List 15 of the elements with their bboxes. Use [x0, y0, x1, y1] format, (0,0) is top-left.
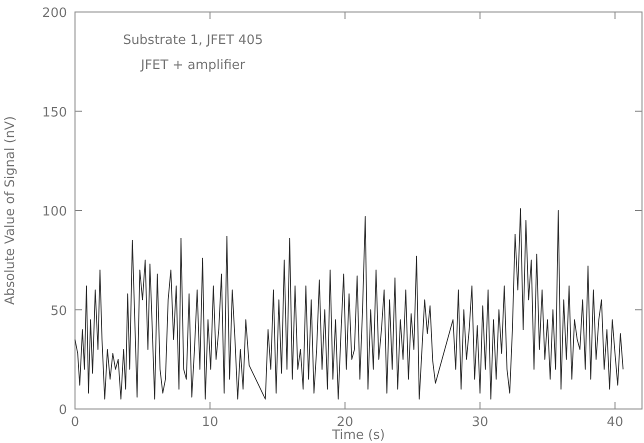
- x-tick-label: 10: [202, 415, 218, 430]
- line-series: [74, 208, 624, 400]
- y-tick-label: 50: [50, 304, 67, 319]
- y-axis-title: Absolute Value of Signal (nV): [3, 116, 18, 305]
- x-tick-label: 0: [70, 415, 80, 430]
- y-tick-label: 0: [58, 403, 67, 418]
- x-tick-label: 40: [606, 415, 624, 430]
- x-axis-title: Time (s): [331, 428, 385, 443]
- x-tick-label: 20: [336, 415, 354, 430]
- annotation: Substrate 1, JFET 405: [122, 33, 264, 48]
- y-tick-label: 150: [42, 105, 67, 120]
- x-tick-label: 30: [472, 415, 488, 430]
- y-tick-label: 100: [42, 204, 67, 220]
- y-tick-label: 200: [42, 6, 67, 21]
- annotation: JFET + amplifier: [140, 58, 246, 73]
